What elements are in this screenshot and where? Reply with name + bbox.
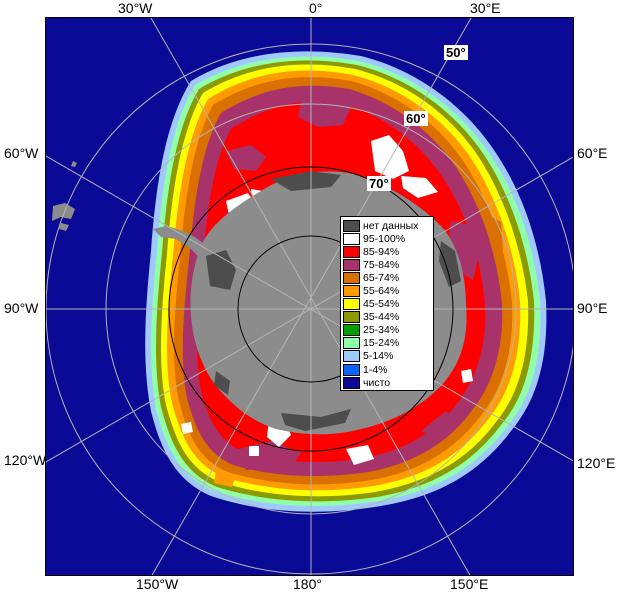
legend-label: 45-54% bbox=[363, 298, 400, 311]
ice-shelf bbox=[214, 371, 230, 395]
legend-swatch bbox=[343, 298, 360, 311]
lon-label-bottom: 150°E bbox=[450, 576, 489, 592]
lon-label-right: 60°E bbox=[577, 145, 608, 161]
legend-item: 45-54% bbox=[343, 298, 431, 311]
legend-item: 85-94% bbox=[343, 245, 431, 258]
lon-label-top: 0° bbox=[309, 0, 323, 16]
legend-item: 5-14% bbox=[343, 350, 431, 363]
meridian bbox=[46, 156, 573, 463]
legend-item: нет данных bbox=[343, 219, 431, 232]
patch-65-74 bbox=[489, 216, 503, 250]
legend-item: 1-4% bbox=[343, 363, 431, 376]
lat-label: 70° bbox=[367, 176, 391, 191]
patch-75-84 bbox=[226, 145, 266, 171]
legend-swatch bbox=[343, 376, 360, 389]
patch-95-100 bbox=[346, 445, 374, 465]
lon-label-top: 30°W bbox=[118, 0, 153, 16]
lon-label-right: 120°E bbox=[577, 455, 616, 471]
legend-item: 65-74% bbox=[343, 271, 431, 284]
legend-label: 55-64% bbox=[363, 285, 400, 298]
legend-swatch bbox=[343, 258, 360, 271]
sea-ice-map bbox=[45, 17, 574, 576]
lon-label-top: 30°E bbox=[470, 0, 501, 16]
lat-label: 60° bbox=[404, 111, 428, 126]
legend-label: 5-14% bbox=[363, 350, 394, 363]
antarctic-peninsula bbox=[153, 226, 206, 259]
lon-label-bottom: 150°W bbox=[136, 576, 179, 592]
lon-label-right: 90°E bbox=[577, 300, 608, 316]
legend-label: 75-84% bbox=[363, 258, 400, 271]
legend-swatch bbox=[343, 350, 360, 363]
patch-75-84 bbox=[421, 411, 458, 441]
patch-55-64 bbox=[214, 471, 236, 487]
map-legend: нет данных 95-100% 85-94% 75-84% 65-74% 55-64… bbox=[340, 216, 434, 392]
legend-swatch bbox=[343, 245, 360, 258]
legend-label: чисто bbox=[363, 376, 391, 389]
legend-item: чисто bbox=[343, 376, 431, 389]
lon-label-left: 120°W bbox=[4, 452, 47, 468]
legend-item: 75-84% bbox=[343, 258, 431, 271]
legend-swatch bbox=[343, 285, 360, 298]
legend-item: 35-44% bbox=[343, 311, 431, 324]
patch-95-100 bbox=[181, 422, 193, 434]
legend-item: 55-64% bbox=[343, 284, 431, 298]
legend-swatch bbox=[343, 219, 360, 232]
lon-label-left: 90°W bbox=[4, 300, 39, 316]
patch-95-100 bbox=[371, 135, 409, 179]
ice-shelf bbox=[281, 409, 351, 431]
legend-label: 1-4% bbox=[363, 363, 388, 376]
legend-label: 95-100% bbox=[363, 232, 406, 245]
ice-shelf bbox=[271, 171, 341, 191]
legend-swatch bbox=[343, 337, 360, 350]
legend-label: 25-34% bbox=[363, 324, 400, 337]
ice-shelves bbox=[206, 171, 461, 431]
legend-swatch bbox=[343, 363, 360, 376]
lat-circle-70 bbox=[168, 166, 454, 452]
legend-item: 95-100% bbox=[343, 232, 431, 245]
lon-label-bottom: 180° bbox=[293, 576, 322, 592]
legend-swatch bbox=[343, 271, 360, 284]
legend-item: 25-34% bbox=[343, 324, 431, 337]
ice-shelf bbox=[439, 241, 461, 287]
lat-label: 50° bbox=[444, 45, 468, 60]
legend-label: 15-24% bbox=[363, 337, 400, 350]
map-canvas bbox=[46, 18, 573, 575]
legend-swatch bbox=[343, 311, 360, 324]
legend-swatch bbox=[343, 324, 360, 337]
ice-shelf bbox=[206, 250, 236, 290]
patch-95-100 bbox=[249, 446, 259, 456]
legend-label: 35-44% bbox=[363, 311, 400, 324]
legend-label: 85-94% bbox=[363, 245, 400, 258]
legend-swatch bbox=[343, 232, 360, 245]
patch-95-100 bbox=[461, 369, 473, 383]
south-america-tip bbox=[52, 161, 77, 231]
legend-item: 15-24% bbox=[343, 337, 431, 350]
lon-label-left: 60°W bbox=[4, 145, 39, 161]
graticule bbox=[46, 18, 573, 575]
legend-label: 65-74% bbox=[363, 271, 400, 284]
legend-label: нет данных bbox=[363, 219, 419, 232]
patch-95-100 bbox=[401, 176, 438, 198]
